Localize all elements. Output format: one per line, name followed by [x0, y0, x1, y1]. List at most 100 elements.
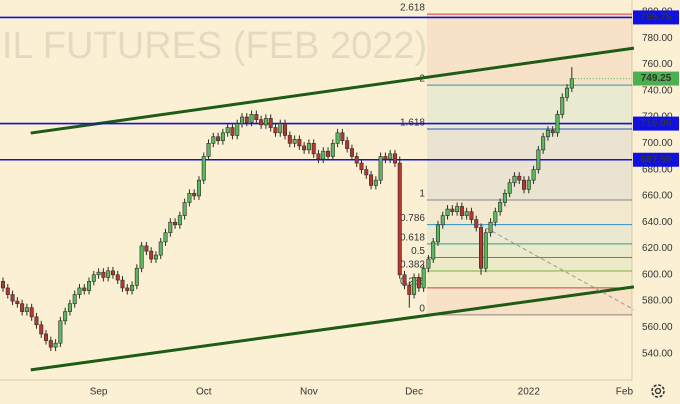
candle-body [469, 211, 474, 220]
candle-body [29, 307, 34, 318]
candle-body [369, 174, 374, 186]
fib-band [426, 85, 632, 129]
candle-body [263, 118, 268, 126]
candle-body [407, 285, 412, 295]
gear-hub[interactable] [654, 387, 662, 395]
trend-line [30, 46, 635, 135]
candle-body [0, 281, 6, 289]
y-tick-label: 540.00 [642, 348, 673, 359]
candle-body [416, 277, 421, 289]
y-tick-label: 600.00 [642, 269, 673, 280]
fib-label: 0.5 [411, 246, 425, 257]
candle-body [206, 143, 211, 157]
candle-body [278, 123, 283, 134]
candle-body [330, 143, 335, 157]
candles [0, 67, 574, 352]
candle-body [378, 156, 383, 181]
candle-body [555, 114, 560, 134]
candle-body [153, 254, 158, 260]
x-tick-label: 2022 [518, 387, 541, 398]
candle-body [541, 136, 546, 151]
settings-icon[interactable] [651, 384, 665, 398]
candle-body [72, 294, 77, 305]
candle-body [173, 221, 178, 226]
x-tick-label: Nov [300, 387, 318, 398]
candle-body [474, 219, 479, 228]
candle-body [134, 267, 139, 286]
candle-body [412, 277, 417, 295]
candle-body [397, 162, 402, 276]
y-tick-label: 740.00 [642, 85, 673, 96]
candle-body [63, 311, 68, 322]
x-tick-label: Feb [616, 387, 634, 398]
candle-body [5, 287, 10, 295]
candle-body [201, 156, 206, 181]
candle-body [435, 224, 440, 243]
candle-body [388, 153, 393, 160]
candle-body [483, 232, 488, 269]
candle-body [450, 208, 455, 212]
candle-body [287, 135, 292, 144]
candle-body [531, 169, 536, 181]
candle-body [321, 150, 326, 160]
candle-body [292, 139, 297, 144]
candle-body [87, 281, 92, 291]
candle-body [345, 140, 350, 149]
y-tick-label: 700.00 [642, 138, 673, 149]
candle-body [235, 123, 240, 136]
fib-band [426, 257, 632, 271]
last-price-label: 749.25 [641, 73, 672, 84]
candle-body [569, 78, 574, 89]
fib-band [426, 243, 632, 258]
candle-body [273, 127, 278, 134]
candle-body [392, 153, 397, 164]
candle-body [96, 271, 101, 276]
y-tick-label: 660.00 [642, 191, 673, 202]
candle-body [48, 340, 53, 348]
fib-label: 0.618 [400, 233, 425, 244]
candle-body [125, 287, 130, 291]
y-tick-label: 620.00 [642, 243, 673, 254]
price-label-box [633, 10, 679, 25]
candle-body [163, 232, 168, 243]
candle-body [445, 208, 450, 216]
candle-body [244, 116, 249, 123]
price-label: 687.50 [641, 154, 672, 165]
fib-label: 0.382 [400, 260, 425, 271]
candle-body [120, 279, 125, 289]
candle-body [149, 250, 154, 260]
candle-body [101, 271, 106, 278]
candle-body [340, 132, 345, 141]
candle-body [34, 316, 39, 326]
trend-line [479, 224, 635, 311]
candle-body [182, 202, 187, 216]
gear[interactable] [651, 384, 665, 398]
fib-label: 0.786 [400, 213, 425, 224]
candle-body [373, 179, 378, 186]
fib-band [426, 224, 632, 244]
candle-body [550, 129, 555, 134]
y-tick-label: 640.00 [642, 217, 673, 228]
candle-body [24, 307, 29, 312]
candle-body [249, 114, 254, 123]
candle-body [311, 143, 316, 155]
candle-body [326, 150, 331, 157]
candle-body [115, 274, 120, 281]
fib-band [426, 199, 632, 225]
candle-body [192, 192, 197, 197]
candle-body [91, 274, 96, 282]
candle-body [58, 320, 63, 344]
candle-body [53, 342, 58, 348]
candle-body [110, 270, 115, 276]
candle-body [130, 285, 135, 291]
candle-body [196, 179, 201, 197]
candle-body [177, 215, 182, 226]
candle-body [306, 143, 311, 151]
candle-body [44, 333, 49, 341]
candle-body [459, 206, 464, 216]
y-tick-label: 580.00 [642, 296, 673, 307]
candle-body [20, 303, 25, 312]
